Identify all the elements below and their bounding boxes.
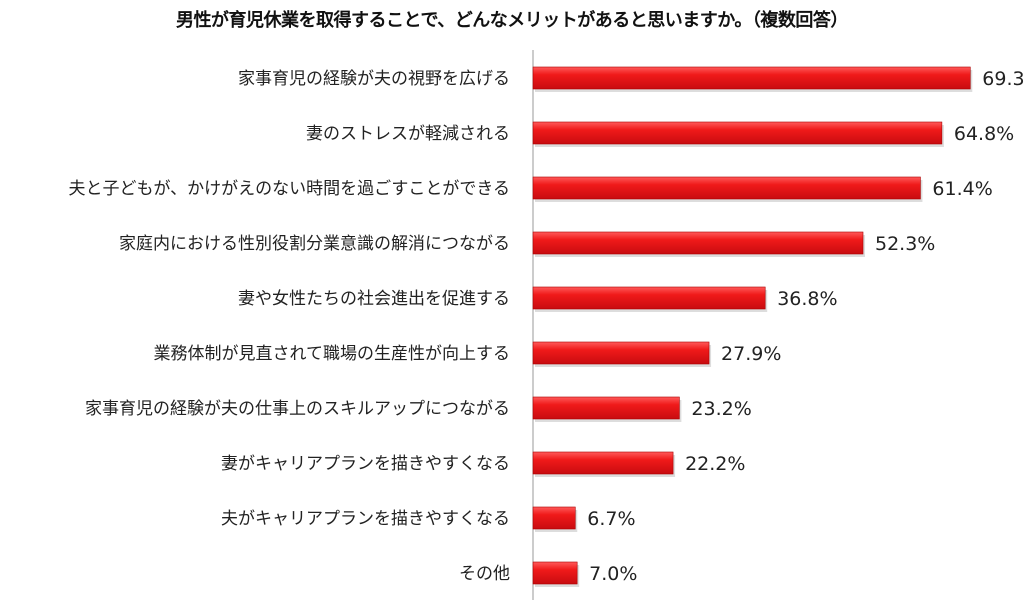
value-label: 52.3% [875,233,935,255]
bar [532,176,921,200]
value-label: 22.2% [685,453,745,475]
bar [532,286,766,310]
bar [532,451,674,475]
category-label: 家事育児の経験が夫の視野を広げる [238,69,510,89]
value-label: 61.4% [932,178,992,200]
value-label: 7.0% [589,563,637,585]
bar [532,121,943,145]
category-label: 妻や女性たちの社会進出を促進する [238,289,510,309]
value-label: 27.9% [721,343,781,365]
category-label: 妻のストレスが軽減される [306,124,510,144]
bar [532,561,578,585]
value-label: 64.8% [954,123,1014,145]
category-label: 業務体制が見直されて職場の生産性が向上する [154,344,511,364]
category-label: 家庭内における性別役割分業意識の解消につながる [119,234,510,254]
bar [532,341,710,365]
bar [532,231,864,255]
bar [532,506,576,530]
bar [532,396,680,420]
value-label: 69.3% [982,68,1024,90]
category-label: 家事育児の経験が夫の仕事上のスキルアップにつながる [85,399,510,419]
chart-title: 男性が育児休業を取得することで、どんなメリットがあると思いますか。（複数回答） [176,10,848,31]
category-label: 夫と子どもが、かけがえのない時間を過ごすことができる [69,179,511,199]
value-label: 6.7% [587,508,635,530]
bar [532,66,971,90]
value-label: 36.8% [777,288,837,310]
category-label: 夫がキャリアプランを描きやすくなる [221,509,510,529]
category-label: 妻がキャリアプランを描きやすくなる [221,454,510,474]
value-label: 23.2% [691,398,751,420]
category-label: その他 [459,564,510,584]
